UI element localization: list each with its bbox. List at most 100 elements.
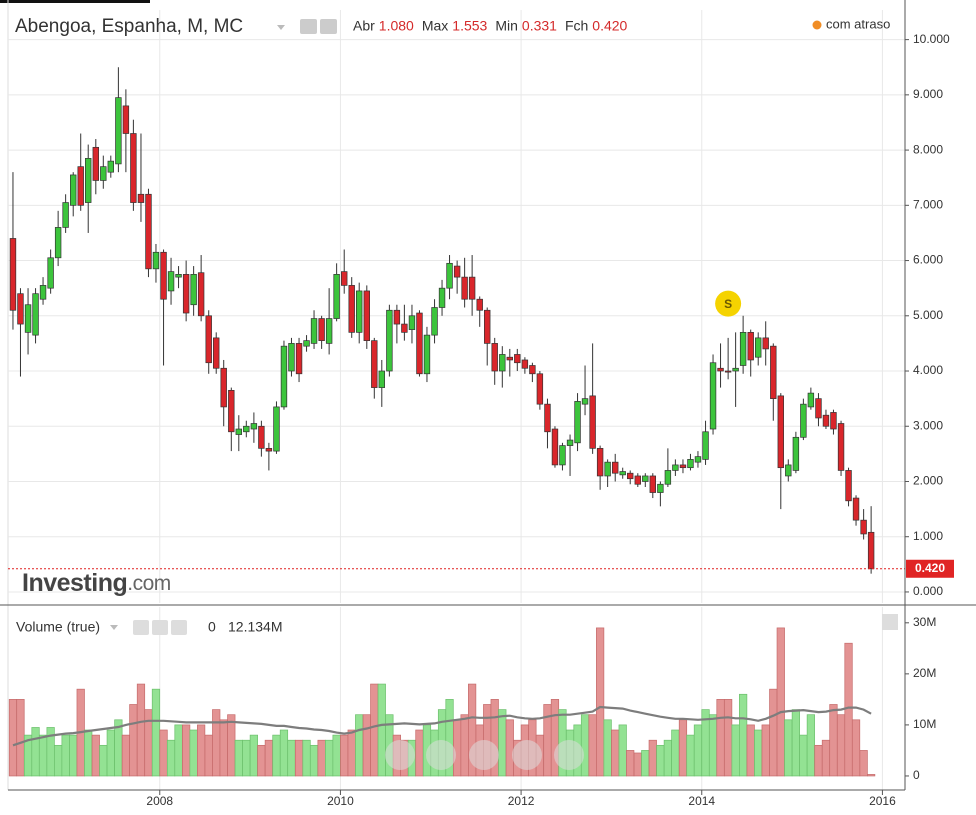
volume-bar xyxy=(859,750,868,777)
candle-body xyxy=(182,274,190,314)
candle-body xyxy=(393,309,401,325)
candle-body xyxy=(137,193,145,203)
candle-body xyxy=(85,158,92,203)
candle-body xyxy=(401,323,408,333)
volume-readout: 12.134M xyxy=(228,619,282,635)
volume-bar xyxy=(415,729,424,777)
candle-body xyxy=(770,345,777,399)
candle-body xyxy=(514,354,521,364)
zoom-in[interactable] xyxy=(512,740,542,770)
close-icon[interactable] xyxy=(171,620,187,635)
volume-bar xyxy=(227,714,236,777)
volume-bar xyxy=(596,627,605,777)
volume-bar xyxy=(708,714,718,777)
zoom-out[interactable] xyxy=(426,740,456,770)
summary-value: 1.553 xyxy=(452,18,487,34)
volume-bar xyxy=(302,739,311,777)
volume-bar xyxy=(656,744,665,777)
candle-body xyxy=(152,251,160,270)
candle-body xyxy=(574,401,581,444)
y-tick-label: 10M xyxy=(913,717,936,731)
volume-bar xyxy=(129,704,138,777)
dropdown-icon[interactable] xyxy=(110,625,118,630)
annotation-marker xyxy=(715,290,742,317)
volume-bar xyxy=(603,719,612,777)
candle-body xyxy=(687,459,694,469)
candle-body xyxy=(491,343,498,372)
volume-bar xyxy=(686,734,695,777)
volume-bar xyxy=(340,734,349,777)
volume-bar xyxy=(91,734,100,777)
candle-body xyxy=(228,390,235,433)
candle-body xyxy=(785,464,792,477)
volume-bar xyxy=(31,727,40,777)
volume-bar xyxy=(671,729,680,777)
candle-body xyxy=(627,472,634,480)
volume-bar xyxy=(739,693,748,777)
zoom-controls xyxy=(385,740,584,770)
y-tick-label: 9.000 xyxy=(913,87,943,101)
candle-body xyxy=(762,337,769,350)
volume-bar xyxy=(814,744,823,777)
volume-bar xyxy=(355,714,364,777)
reset[interactable] xyxy=(469,740,499,770)
candle-body xyxy=(544,403,551,433)
volume-bar xyxy=(272,734,281,777)
candle-body xyxy=(830,412,837,430)
candle-body xyxy=(303,340,310,347)
volume-bar xyxy=(791,709,800,777)
delay-dot xyxy=(812,20,822,30)
volume-bar xyxy=(144,709,153,777)
logo: Investing.com xyxy=(22,569,171,597)
maximize-button[interactable] xyxy=(882,614,898,630)
volume-bar xyxy=(626,750,635,777)
candle-body xyxy=(258,425,265,449)
settings-icon[interactable] xyxy=(152,620,168,635)
candle-body xyxy=(70,174,77,206)
volume-bar xyxy=(663,739,672,777)
candle-body xyxy=(115,97,122,165)
candle-body xyxy=(589,395,596,449)
candle-body xyxy=(536,373,544,405)
candle-body xyxy=(506,356,513,361)
candle-body xyxy=(54,227,62,259)
volume-bar xyxy=(287,739,296,777)
candle-body xyxy=(709,362,717,430)
volume-bar xyxy=(724,699,733,777)
volume-bar xyxy=(197,724,206,777)
volume-bar xyxy=(498,709,507,777)
candle-body xyxy=(664,470,672,485)
candle-body xyxy=(484,309,491,344)
chart-title: Abengoa, Espanha, M, MC xyxy=(15,16,243,37)
dropdown-icon[interactable] xyxy=(277,25,285,30)
candle-body xyxy=(476,298,483,311)
candle-body xyxy=(619,471,626,476)
volume-change: 0 xyxy=(208,619,216,635)
candle-body xyxy=(47,257,54,289)
settings-icon[interactable] xyxy=(320,19,337,34)
candle-body xyxy=(657,483,664,493)
last-price-box xyxy=(906,559,954,578)
volume-bar xyxy=(867,774,876,777)
candle-body xyxy=(672,464,679,471)
candle-body xyxy=(461,276,468,300)
summary-value: 1.080 xyxy=(379,18,414,34)
volume-bar xyxy=(8,699,18,777)
candle-body xyxy=(333,274,340,319)
eye-icon[interactable] xyxy=(133,620,149,635)
candle-body xyxy=(679,464,687,469)
scroll-left[interactable] xyxy=(385,740,415,770)
last-price-label: 0.420 xyxy=(915,561,945,575)
candle-body xyxy=(356,290,363,333)
y-tick-label: 10.000 xyxy=(913,32,950,46)
y-tick-label: 20M xyxy=(913,666,936,680)
volume-bar xyxy=(460,714,469,777)
volume-bar xyxy=(159,729,168,777)
scroll-right[interactable] xyxy=(554,740,584,770)
eye-icon[interactable] xyxy=(300,19,317,34)
volume-bar xyxy=(716,699,725,777)
y-tick-label: 30M xyxy=(913,615,936,629)
candle-body xyxy=(634,475,641,485)
summary-name: Fch xyxy=(565,18,588,34)
